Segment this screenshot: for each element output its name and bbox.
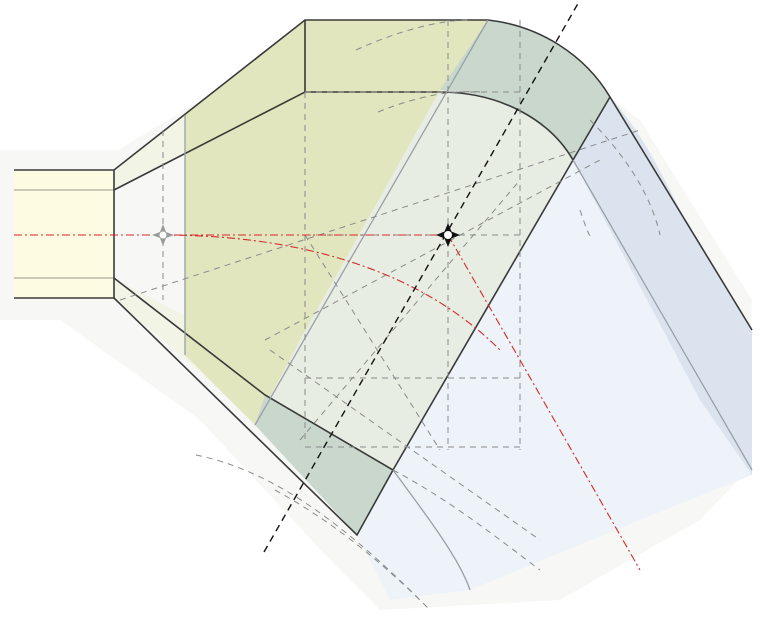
bend-axis-line — [263, 0, 581, 553]
bend-center-marker — [436, 223, 460, 247]
transition-face — [185, 20, 488, 425]
transition-center-marker — [152, 224, 174, 246]
bend-band-top — [440, 20, 610, 160]
center-axis — [14, 234, 641, 571]
duct-outlines — [14, 19, 753, 537]
outlet-duct-side — [573, 97, 752, 475]
bend-inner-face — [255, 90, 573, 470]
transition-cone — [114, 20, 305, 440]
inlet-duct — [14, 170, 114, 298]
bend-band-bottom — [255, 395, 393, 535]
